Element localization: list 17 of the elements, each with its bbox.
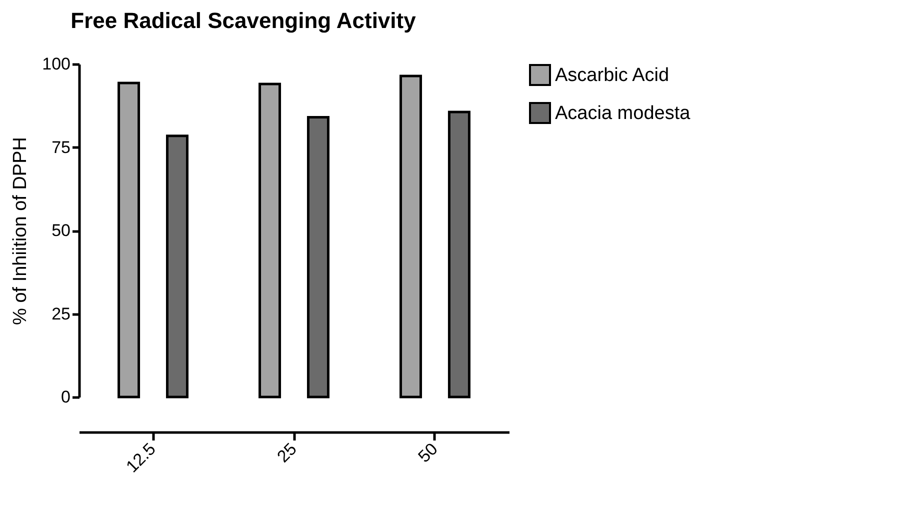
y-tick-label: 75 <box>52 138 70 157</box>
bar <box>306 116 330 398</box>
y-tick-label: 25 <box>52 304 70 324</box>
y-axis-title: % of Inhiition of DPPH <box>10 137 32 325</box>
bar <box>118 82 140 398</box>
x-tick-label: 50 <box>414 439 442 466</box>
legend-label: Acacia modesta <box>555 103 691 124</box>
chart-title: Free Radical Scavenging Activity <box>70 8 417 33</box>
bar <box>400 74 422 398</box>
bar <box>166 134 188 398</box>
y-tick-label: 0 <box>61 388 70 406</box>
y-tick-label: 50 <box>52 221 70 240</box>
x-tick-label: 25 <box>274 439 300 466</box>
y-tick-label: 100 <box>42 54 70 74</box>
bar <box>448 110 470 398</box>
legend-label: Ascarbic Acid <box>555 65 670 86</box>
bar <box>258 82 282 398</box>
